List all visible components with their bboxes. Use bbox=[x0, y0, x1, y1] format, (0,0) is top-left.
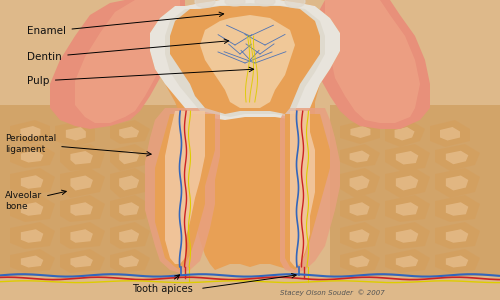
Polygon shape bbox=[119, 127, 139, 139]
Polygon shape bbox=[60, 168, 105, 198]
Polygon shape bbox=[155, 114, 215, 270]
Polygon shape bbox=[340, 168, 380, 198]
Polygon shape bbox=[70, 256, 93, 268]
Polygon shape bbox=[385, 120, 425, 147]
Text: Periodontal
ligament: Periodontal ligament bbox=[5, 134, 151, 156]
Polygon shape bbox=[21, 151, 44, 163]
Polygon shape bbox=[110, 144, 150, 171]
Polygon shape bbox=[350, 151, 370, 163]
Polygon shape bbox=[75, 0, 180, 123]
Ellipse shape bbox=[285, 0, 305, 8]
Text: Alveolar
bone: Alveolar bone bbox=[5, 190, 66, 211]
Polygon shape bbox=[350, 202, 370, 216]
Polygon shape bbox=[394, 127, 414, 140]
Polygon shape bbox=[60, 195, 105, 222]
Polygon shape bbox=[60, 144, 105, 171]
Polygon shape bbox=[385, 195, 430, 222]
Polygon shape bbox=[435, 168, 480, 198]
Polygon shape bbox=[110, 168, 150, 198]
Polygon shape bbox=[150, 0, 340, 120]
Polygon shape bbox=[396, 176, 418, 190]
Text: Stacey Olson Souder  © 2007: Stacey Olson Souder © 2007 bbox=[280, 289, 385, 296]
Polygon shape bbox=[330, 105, 500, 276]
Polygon shape bbox=[446, 202, 468, 216]
Polygon shape bbox=[60, 249, 105, 273]
Polygon shape bbox=[435, 222, 480, 249]
Polygon shape bbox=[10, 144, 55, 168]
Polygon shape bbox=[446, 229, 468, 243]
Ellipse shape bbox=[225, 0, 245, 6]
Polygon shape bbox=[150, 0, 340, 270]
Polygon shape bbox=[385, 249, 430, 273]
Polygon shape bbox=[430, 120, 470, 147]
Polygon shape bbox=[119, 229, 139, 243]
Polygon shape bbox=[21, 202, 44, 216]
Polygon shape bbox=[350, 229, 370, 243]
Polygon shape bbox=[119, 202, 139, 216]
Text: Enamel: Enamel bbox=[28, 12, 224, 37]
Polygon shape bbox=[385, 144, 430, 171]
Ellipse shape bbox=[195, 0, 215, 8]
Polygon shape bbox=[110, 120, 150, 144]
Polygon shape bbox=[119, 151, 139, 164]
Polygon shape bbox=[10, 222, 55, 249]
Polygon shape bbox=[396, 151, 418, 164]
Polygon shape bbox=[285, 114, 330, 270]
Polygon shape bbox=[200, 15, 295, 108]
Polygon shape bbox=[110, 195, 150, 222]
Polygon shape bbox=[396, 202, 418, 216]
Polygon shape bbox=[325, 0, 420, 123]
Text: Pulp: Pulp bbox=[28, 67, 254, 86]
Polygon shape bbox=[21, 256, 44, 268]
Polygon shape bbox=[165, 3, 325, 117]
Polygon shape bbox=[435, 249, 480, 273]
Polygon shape bbox=[350, 256, 370, 268]
Polygon shape bbox=[70, 176, 93, 190]
Polygon shape bbox=[60, 222, 105, 249]
Polygon shape bbox=[10, 195, 55, 222]
Polygon shape bbox=[396, 229, 418, 243]
Text: Dentin: Dentin bbox=[28, 39, 228, 62]
Polygon shape bbox=[70, 229, 93, 243]
Polygon shape bbox=[170, 6, 320, 114]
Polygon shape bbox=[280, 108, 340, 273]
Polygon shape bbox=[340, 249, 380, 273]
Polygon shape bbox=[340, 222, 380, 249]
Polygon shape bbox=[340, 144, 380, 168]
Polygon shape bbox=[50, 0, 185, 129]
Polygon shape bbox=[0, 105, 180, 276]
Polygon shape bbox=[70, 151, 93, 164]
Polygon shape bbox=[110, 249, 150, 273]
Polygon shape bbox=[165, 111, 205, 264]
Polygon shape bbox=[396, 256, 418, 268]
Polygon shape bbox=[20, 126, 40, 138]
Polygon shape bbox=[55, 120, 95, 147]
Polygon shape bbox=[340, 195, 380, 222]
Polygon shape bbox=[440, 127, 460, 140]
Polygon shape bbox=[446, 256, 468, 268]
Polygon shape bbox=[10, 249, 55, 273]
Polygon shape bbox=[446, 151, 468, 164]
Polygon shape bbox=[385, 222, 430, 249]
Text: Tooth apices: Tooth apices bbox=[132, 275, 193, 294]
Polygon shape bbox=[70, 202, 93, 216]
Polygon shape bbox=[435, 144, 480, 171]
Polygon shape bbox=[10, 120, 50, 144]
Polygon shape bbox=[110, 222, 150, 249]
Polygon shape bbox=[315, 0, 430, 129]
Polygon shape bbox=[66, 127, 86, 140]
Polygon shape bbox=[435, 195, 480, 222]
Ellipse shape bbox=[255, 0, 275, 6]
Polygon shape bbox=[350, 176, 370, 190]
Polygon shape bbox=[21, 175, 44, 189]
Polygon shape bbox=[21, 229, 44, 243]
Polygon shape bbox=[340, 120, 380, 144]
Polygon shape bbox=[145, 108, 220, 273]
Polygon shape bbox=[10, 168, 55, 195]
Polygon shape bbox=[119, 176, 139, 190]
Polygon shape bbox=[290, 111, 315, 267]
Polygon shape bbox=[350, 126, 370, 138]
Polygon shape bbox=[446, 176, 468, 190]
Polygon shape bbox=[385, 168, 430, 198]
